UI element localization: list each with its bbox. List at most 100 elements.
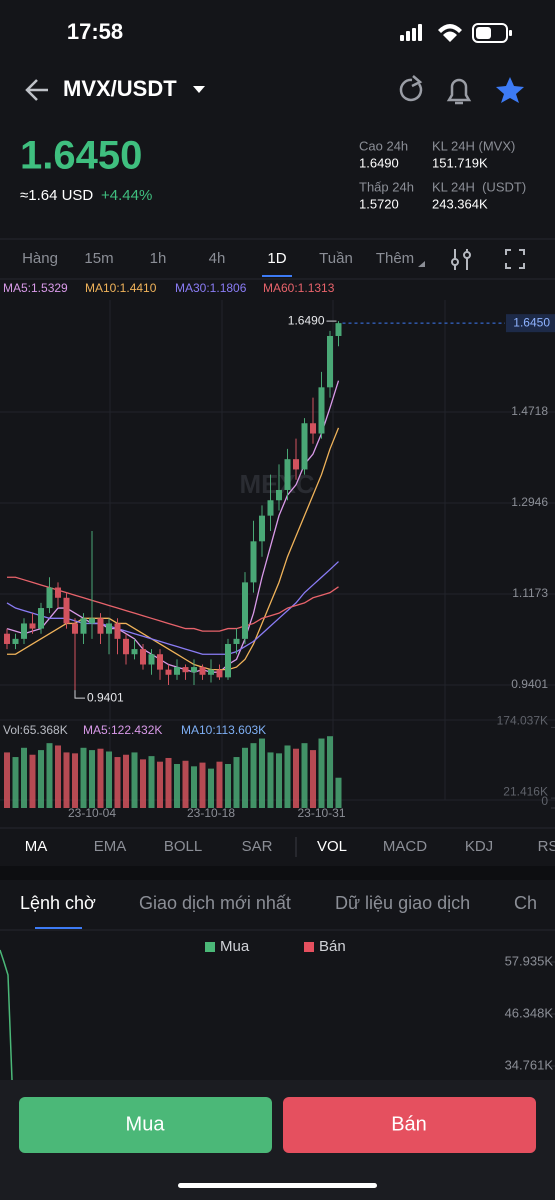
section-tab-active[interactable]: Lệnh chờ [20, 893, 96, 913]
indicator-tab[interactable]: EMA [94, 838, 127, 855]
stat-value: 1.6490 [359, 155, 399, 170]
candle-body [123, 638, 129, 655]
section-tab[interactable]: Ch [514, 893, 537, 913]
indicator-tab[interactable]: KDJ [465, 838, 493, 855]
volume-legend: MA10:113.603K [181, 723, 266, 737]
volume-bar [80, 747, 87, 808]
candle-body [97, 618, 104, 634]
candle-body [191, 667, 197, 673]
pair-dropdown[interactable] [193, 86, 205, 93]
volume-bar [327, 736, 333, 808]
interval-tabs: Hàng 15m 1h 4h 1D Tuần Thêm [22, 250, 414, 267]
last-price: 1.6450 [20, 134, 142, 178]
volume-bar [293, 748, 299, 808]
annotation: 0.9401 [87, 690, 124, 704]
candle-body [208, 669, 214, 675]
settings-icon[interactable] [451, 249, 471, 270]
volume-bar [21, 747, 27, 808]
candle-body [301, 423, 308, 470]
sell-button[interactable] [283, 1097, 536, 1153]
candle-body [80, 618, 87, 634]
volume-bar [63, 752, 70, 808]
buy-button-label[interactable]: Mua [126, 1113, 166, 1135]
candle-body [63, 597, 70, 624]
volume-bar [318, 738, 325, 808]
interval-tab[interactable]: Thêm [376, 250, 414, 267]
sell-button-label[interactable]: Bán [391, 1113, 427, 1135]
volume-bar [225, 764, 231, 808]
stat-value: 151.719K [432, 155, 488, 170]
candle-body [233, 638, 240, 644]
stat-label: KL 24H (USDT) [432, 179, 526, 194]
section-tab[interactable]: Dữ liệu giao dịch [335, 893, 470, 913]
interval-tab[interactable]: 1h [150, 250, 167, 267]
usd-price: ≈1.64 USD [20, 187, 93, 204]
indicator-tab[interactable]: SAR [242, 838, 273, 855]
candle-body [21, 623, 27, 639]
indicator-tab[interactable]: RS [538, 838, 555, 855]
candle-body [131, 649, 138, 655]
interval-tab[interactable]: Tuần [319, 250, 353, 267]
ma-line [7, 427, 340, 671]
legend-label: MA60:1.1313 [263, 281, 335, 295]
ma-line [7, 576, 339, 632]
candle-body [182, 667, 189, 673]
candle-body [55, 587, 61, 598]
indicator-tab[interactable]: MACD [383, 838, 427, 855]
candle-body [318, 387, 325, 434]
y-tick-label: 34.761K [505, 1057, 554, 1072]
more-caret [418, 261, 425, 267]
volume-bar [89, 750, 95, 808]
interval-tab[interactable]: Hàng [22, 250, 58, 267]
candle-body [165, 669, 172, 675]
volume-legend: MA5:122.432K [83, 723, 162, 737]
fullscreen-icon[interactable] [505, 249, 525, 269]
indicator-tab[interactable]: VOL [317, 838, 347, 855]
volume-bar [208, 768, 214, 808]
status-icons [400, 23, 512, 43]
volume-bar [259, 738, 265, 808]
candle-body [293, 459, 299, 470]
volume-bar [191, 766, 197, 808]
interval-tab[interactable]: 4h [209, 250, 226, 267]
legend-swatch [304, 942, 314, 952]
volume-bar [38, 750, 44, 808]
candle-body [12, 638, 19, 644]
x-tick-label: 23-10-04 [68, 806, 116, 820]
interval-tab-active[interactable]: 1D [267, 250, 286, 267]
indicator-tab[interactable]: MA [25, 838, 48, 855]
volume-bar [242, 747, 248, 808]
volume-bar [284, 745, 291, 808]
volume-bar [4, 752, 10, 808]
indicator-tab[interactable]: BOLL [164, 838, 202, 855]
legend-label: MA10:1.4410 [85, 281, 157, 295]
candle-body [157, 654, 163, 670]
volume-bar [106, 751, 112, 808]
volume-bar [97, 748, 104, 808]
refresh-icon[interactable] [399, 75, 423, 102]
pair-title[interactable]: MVX/USDT [63, 76, 177, 101]
candle-body [148, 654, 155, 665]
y-tick-label: 1.4718 [511, 404, 548, 418]
last-price-box [506, 314, 555, 333]
candle-body [4, 633, 10, 644]
buy-button[interactable] [19, 1097, 272, 1153]
interval-tab[interactable]: 15m [84, 250, 113, 267]
candle-body [114, 623, 121, 639]
x-tick-label: 23-10-18 [187, 806, 235, 820]
favorite-star[interactable] [496, 77, 524, 103]
last-price-label: 1.6450 [513, 315, 550, 329]
back-button[interactable] [25, 79, 48, 101]
ma-line [6, 380, 340, 673]
candle-body [259, 515, 265, 542]
volume-bar [267, 752, 274, 808]
section-tab[interactable]: Giao dịch mới nhất [139, 893, 291, 913]
volume-bar [174, 764, 180, 808]
legend-label: Bán [319, 938, 346, 955]
x-tick-label: 23-10-31 [297, 806, 345, 820]
bell-icon[interactable] [446, 78, 472, 105]
volume-bar [335, 777, 342, 808]
legend-label: Mua [220, 938, 250, 955]
